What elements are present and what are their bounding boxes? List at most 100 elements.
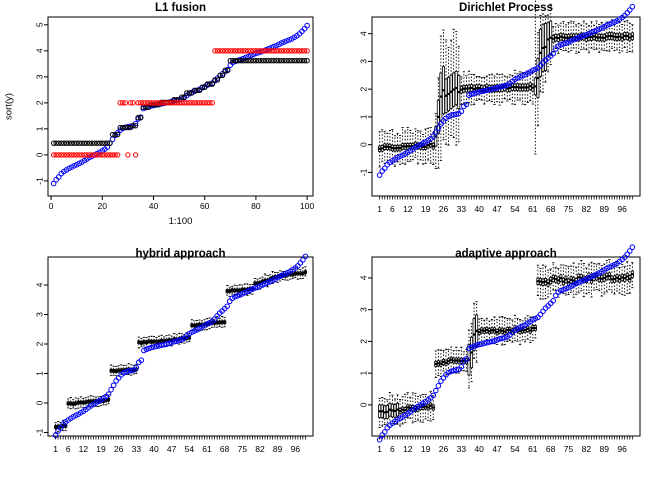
x-tick-label: 19 bbox=[421, 444, 431, 454]
x-tick-label: 96 bbox=[617, 204, 627, 214]
y-tick-label: 3 bbox=[34, 312, 44, 317]
panel-title-l1-fusion: L1 fusion bbox=[154, 2, 207, 14]
sorted-points-series bbox=[376, 244, 636, 443]
x-tick-label: 47 bbox=[167, 444, 177, 454]
x-tick-label: 96 bbox=[291, 444, 301, 454]
x-tick-label: 26 bbox=[439, 204, 449, 214]
x-tick-label: 61 bbox=[202, 444, 212, 454]
x-tick-label: 0 bbox=[49, 201, 54, 211]
x-tick-label: 61 bbox=[528, 204, 538, 214]
y-tick-label: 0 bbox=[358, 142, 368, 147]
x-tick-label: 82 bbox=[255, 444, 265, 454]
y-tick-label: 0 bbox=[34, 152, 44, 157]
y-tick-label: 1 bbox=[358, 114, 368, 119]
x-tick-label: 12 bbox=[403, 444, 413, 454]
y-axis: -1 0 1 2 3 4 bbox=[358, 31, 372, 176]
panel-l1-fusion: L1 fusion sort(y) 1:100 -1 0 1 2 3 4 5 0 20 40 60 8… bbox=[0, 0, 327, 240]
x-tick-label: 33 bbox=[457, 204, 467, 214]
x-tick-label: 1 bbox=[53, 444, 58, 454]
y-tick-label: 4 bbox=[34, 48, 44, 53]
panel-dirichlet-process: Dirichlet Process -1 0 1 2 3 4 1 6 12 19 26 33 40 47 5… bbox=[327, 0, 654, 240]
y-tick-label: 2 bbox=[34, 100, 44, 105]
y-axis: -1 0 1 2 3 4 bbox=[34, 282, 48, 436]
x-axis-label: 1:100 bbox=[168, 216, 193, 227]
y-tick-label: -1 bbox=[34, 428, 44, 436]
x-tick-label: 6 bbox=[390, 444, 395, 454]
x-tick-label: 60 bbox=[200, 201, 210, 211]
y-tick-label: -1 bbox=[34, 177, 44, 185]
y-tick-label: 0 bbox=[34, 400, 44, 405]
x-tick-label: 54 bbox=[510, 204, 520, 214]
plot-box bbox=[371, 16, 641, 197]
x-tick-label: 40 bbox=[149, 201, 159, 211]
sorted-points-series bbox=[52, 253, 309, 439]
y-tick-label: 3 bbox=[358, 307, 368, 312]
panel-title-dirichlet-process: Dirichlet Process bbox=[459, 2, 553, 14]
x-tick-label: 6 bbox=[390, 204, 395, 214]
y-tick-label: 2 bbox=[358, 87, 368, 92]
x-tick-label: 75 bbox=[238, 444, 248, 454]
y-tick-label: 3 bbox=[358, 59, 368, 64]
x-tick-label: 19 bbox=[421, 204, 431, 214]
panel-hybrid-approach: hybrid approach -1 0 1 2 3 4 1 6 12 19 26 33 40 47 54 6… bbox=[0, 240, 327, 481]
y-axis: 0 1 2 3 4 bbox=[358, 275, 372, 407]
y-tick-label: 0 bbox=[358, 402, 368, 407]
y-tick-label: 1 bbox=[34, 126, 44, 131]
x-tick-label: 33 bbox=[132, 444, 142, 454]
y-tick-label: 5 bbox=[34, 22, 44, 27]
x-tick-label: 75 bbox=[564, 444, 574, 454]
x-tick-label: 68 bbox=[546, 204, 556, 214]
x-tick-label: 82 bbox=[582, 444, 592, 454]
x-tick-label: 68 bbox=[220, 444, 230, 454]
x-tick-label: 89 bbox=[600, 204, 610, 214]
x-tick-label: 12 bbox=[79, 444, 89, 454]
plot-box bbox=[371, 256, 641, 437]
x-tick-label: 80 bbox=[251, 201, 261, 211]
estimate-points-series bbox=[50, 58, 310, 146]
x-tick-label: 54 bbox=[510, 444, 520, 454]
x-tick-label: 100 bbox=[300, 201, 314, 211]
x-tick-label: 96 bbox=[617, 444, 627, 454]
x-tick-label: 89 bbox=[600, 444, 610, 454]
x-tick-label: 47 bbox=[492, 444, 502, 454]
x-axis: 1 6 12 19 26 33 40 47 54 61 68 75 82 89 96 bbox=[377, 196, 633, 214]
x-tick-label: 20 bbox=[98, 201, 108, 211]
sorted-points-series bbox=[376, 3, 636, 178]
y-axis: -1 0 1 2 3 4 5 bbox=[34, 22, 48, 185]
x-tick-label: 1 bbox=[377, 444, 382, 454]
x-tick-label: 40 bbox=[474, 204, 484, 214]
plot-box bbox=[47, 16, 314, 197]
x-tick-label: 26 bbox=[114, 444, 124, 454]
l1-fusion-plot-svg: -1 0 1 2 3 4 5 0 20 40 60 80 100 bbox=[34, 16, 314, 211]
x-tick-label: 33 bbox=[457, 444, 467, 454]
truth-points-series bbox=[50, 48, 310, 158]
x-tick-label: 89 bbox=[273, 444, 283, 454]
y-tick-label: 4 bbox=[358, 31, 368, 36]
y-tick-label: 2 bbox=[34, 341, 44, 346]
x-tick-label: 26 bbox=[439, 444, 449, 454]
x-axis: 1 6 12 19 26 33 40 47 54 61 68 75 82 89 96 bbox=[53, 436, 306, 454]
y-tick-label: 4 bbox=[34, 282, 44, 287]
y-tick-label: 1 bbox=[34, 371, 44, 376]
y-tick-label: 2 bbox=[358, 339, 368, 344]
x-tick-label: 12 bbox=[403, 204, 413, 214]
panel-adaptive-approach: adaptive approach 0 1 2 3 4 1 6 12 19 26 33 40 47 54 6… bbox=[327, 240, 654, 481]
y-tick-label: -1 bbox=[358, 168, 368, 176]
y-tick-label: 1 bbox=[358, 371, 368, 376]
x-tick-label: 47 bbox=[492, 204, 502, 214]
x-tick-label: 68 bbox=[546, 444, 556, 454]
x-tick-label: 75 bbox=[564, 204, 574, 214]
x-tick-label: 40 bbox=[474, 444, 484, 454]
x-axis: 1 6 12 19 26 33 40 47 54 61 68 75 82 89 96 bbox=[377, 436, 633, 454]
x-tick-label: 54 bbox=[185, 444, 195, 454]
x-tick-label: 40 bbox=[149, 444, 159, 454]
x-tick-label: 61 bbox=[528, 444, 538, 454]
x-tick-label: 6 bbox=[66, 444, 71, 454]
x-tick-label: 1 bbox=[377, 204, 382, 214]
y-tick-label: 4 bbox=[358, 275, 368, 280]
y-tick-label: 3 bbox=[34, 74, 44, 79]
